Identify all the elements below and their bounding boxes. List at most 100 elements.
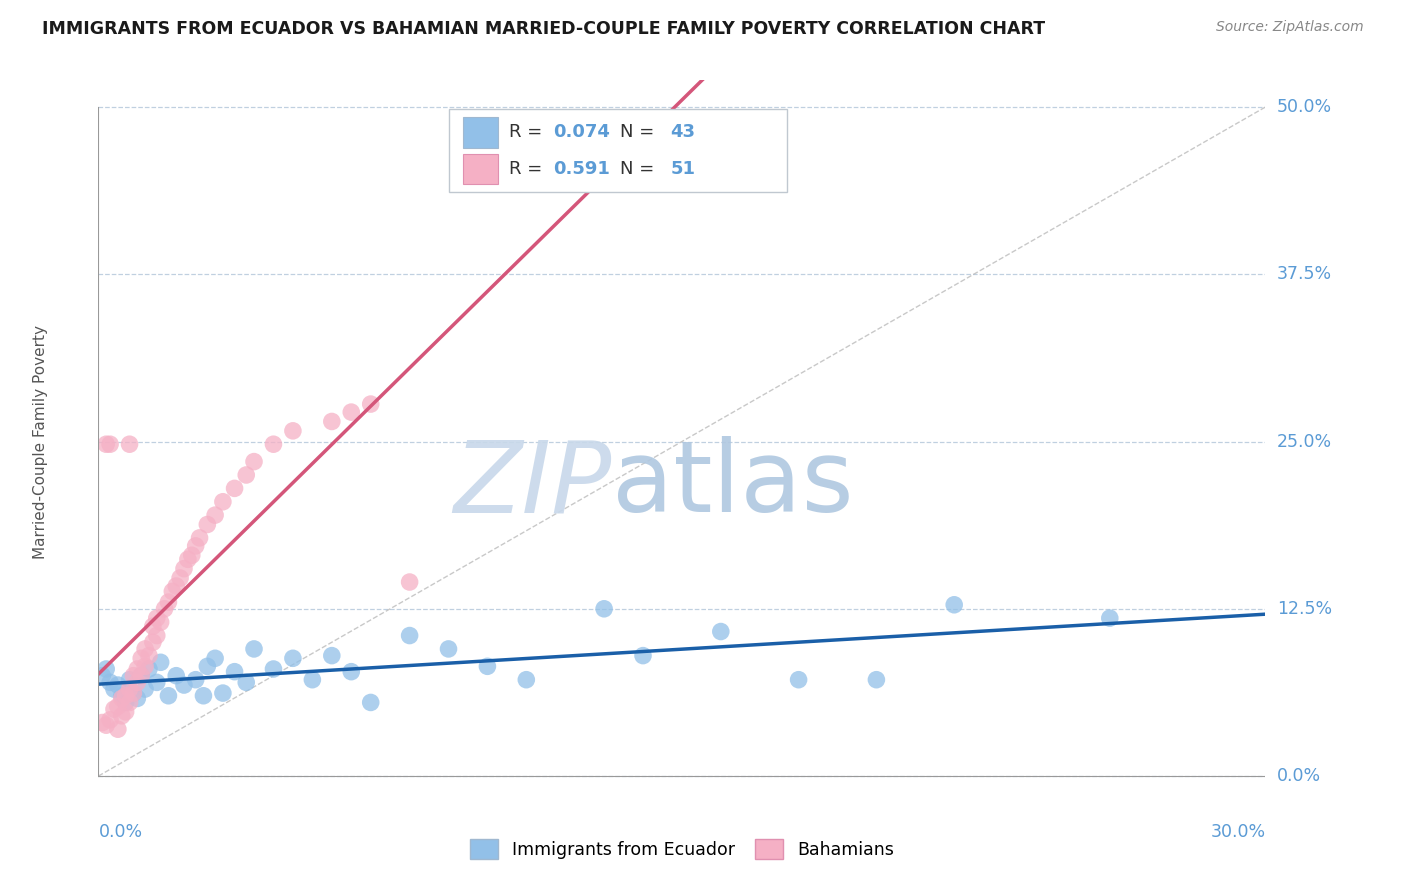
Point xyxy=(118,696,141,710)
Point xyxy=(122,686,145,700)
Point xyxy=(157,689,180,703)
Point xyxy=(153,602,176,616)
Point xyxy=(865,673,887,687)
Point xyxy=(107,678,129,692)
Point xyxy=(204,651,226,665)
Text: R =: R = xyxy=(509,160,548,178)
Point xyxy=(118,437,141,451)
Point xyxy=(103,702,125,716)
Point xyxy=(107,699,129,714)
Point xyxy=(96,662,118,676)
Point xyxy=(138,662,160,676)
Point xyxy=(129,669,152,683)
Point xyxy=(127,691,149,706)
Text: atlas: atlas xyxy=(612,436,853,533)
Point xyxy=(398,629,420,643)
Point xyxy=(162,584,184,599)
Point xyxy=(146,629,169,643)
Point xyxy=(134,642,156,657)
Point xyxy=(477,659,499,673)
Point xyxy=(235,467,257,482)
Point xyxy=(243,642,266,657)
Point xyxy=(122,669,145,683)
Point xyxy=(96,437,118,451)
Point xyxy=(118,681,141,696)
Point xyxy=(127,675,149,690)
Point xyxy=(98,675,121,690)
Text: ZIP: ZIP xyxy=(454,436,612,533)
Point xyxy=(188,531,211,545)
Point xyxy=(360,696,382,710)
Point xyxy=(235,675,257,690)
Point xyxy=(204,508,226,523)
Point xyxy=(262,662,284,676)
Text: 12.5%: 12.5% xyxy=(1277,599,1333,618)
Text: IMMIGRANTS FROM ECUADOR VS BAHAMIAN MARRIED-COUPLE FAMILY POVERTY CORRELATION CH: IMMIGRANTS FROM ECUADOR VS BAHAMIAN MARR… xyxy=(42,20,1045,37)
Point xyxy=(184,539,207,553)
Point xyxy=(212,494,235,508)
Point xyxy=(195,517,218,532)
Point xyxy=(134,659,156,673)
Text: Source: ZipAtlas.com: Source: ZipAtlas.com xyxy=(1216,20,1364,34)
Point xyxy=(1098,611,1121,625)
Point xyxy=(149,655,172,669)
Point xyxy=(157,595,180,609)
FancyBboxPatch shape xyxy=(449,109,787,193)
Point xyxy=(301,673,323,687)
Text: 0.0%: 0.0% xyxy=(98,823,142,841)
Point xyxy=(631,648,654,663)
Point xyxy=(142,619,165,633)
Point xyxy=(111,689,134,703)
Point xyxy=(118,673,141,687)
Point xyxy=(193,689,215,703)
Point xyxy=(146,675,169,690)
Point xyxy=(91,669,114,683)
Text: 37.5%: 37.5% xyxy=(1277,265,1333,284)
Point xyxy=(91,715,114,730)
Text: 50.0%: 50.0% xyxy=(1277,98,1333,116)
Point xyxy=(321,648,343,663)
Point xyxy=(165,579,187,593)
Point xyxy=(262,437,284,451)
Point xyxy=(173,562,195,576)
Point xyxy=(787,673,810,687)
Point xyxy=(114,689,136,703)
Point xyxy=(129,669,152,683)
Point xyxy=(96,718,118,732)
Point xyxy=(114,705,136,719)
Text: 0.074: 0.074 xyxy=(554,123,610,142)
Point xyxy=(122,686,145,700)
FancyBboxPatch shape xyxy=(463,117,498,147)
Point xyxy=(138,648,160,663)
Point xyxy=(224,665,246,679)
Point xyxy=(107,723,129,737)
FancyBboxPatch shape xyxy=(463,153,498,184)
Point xyxy=(360,397,382,411)
Point xyxy=(169,571,191,585)
Point xyxy=(103,681,125,696)
Text: R =: R = xyxy=(509,123,548,142)
Point xyxy=(943,598,966,612)
Point xyxy=(340,405,363,419)
Text: Married-Couple Family Poverty: Married-Couple Family Poverty xyxy=(32,325,48,558)
Point xyxy=(177,552,200,566)
Point xyxy=(398,575,420,590)
Point xyxy=(114,696,136,710)
Text: 51: 51 xyxy=(671,160,695,178)
Point xyxy=(184,673,207,687)
Point xyxy=(149,615,172,630)
Point xyxy=(195,659,218,673)
Point xyxy=(142,635,165,649)
Text: 0.0%: 0.0% xyxy=(1277,767,1322,785)
Point xyxy=(340,665,363,679)
Point xyxy=(111,708,134,723)
Legend: Immigrants from Ecuador, Bahamians: Immigrants from Ecuador, Bahamians xyxy=(463,832,901,866)
Point xyxy=(212,686,235,700)
Point xyxy=(281,424,304,438)
Point xyxy=(146,611,169,625)
Text: 43: 43 xyxy=(671,123,695,142)
Text: 25.0%: 25.0% xyxy=(1277,433,1333,450)
Point xyxy=(98,713,121,727)
Point xyxy=(129,651,152,665)
Point xyxy=(98,437,121,451)
